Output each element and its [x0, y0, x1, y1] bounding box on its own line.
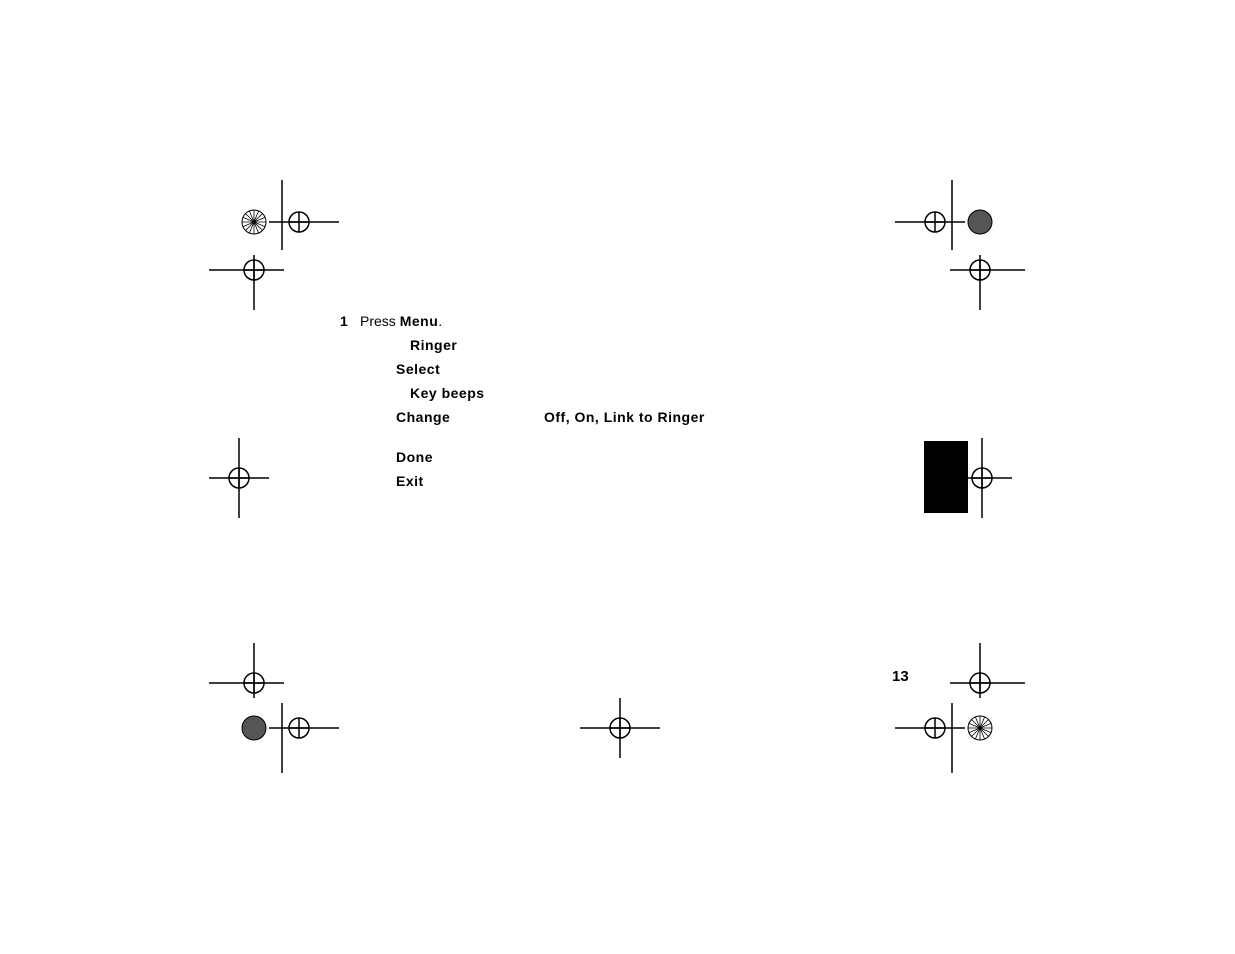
select-text: Select [396, 358, 440, 380]
page-number: 13 [892, 668, 909, 685]
done-line: Done [340, 446, 900, 468]
crop-mark-br [895, 643, 1025, 773]
ringer-text: Ringer [410, 334, 457, 356]
crop-mark-bl [209, 643, 339, 773]
step-1-line: 1 Press Menu. [340, 310, 900, 332]
crop-mark-tr [895, 180, 1025, 310]
exit-text: Exit [396, 470, 424, 492]
press-word: Press [360, 313, 396, 329]
exit-line: Exit [340, 470, 900, 492]
page-tab [924, 441, 968, 513]
key-beeps-line: Key beeps [340, 382, 900, 404]
change-line: Change Off, On, Link to Ringer [340, 406, 900, 428]
change-text: Change [396, 406, 544, 428]
crop-mark-bottom-center [580, 698, 660, 778]
ringer-line: Ringer [340, 334, 900, 356]
options-text: Off, On, Link to Ringer [544, 406, 705, 428]
select-line: Select [340, 358, 900, 380]
period: . [438, 313, 442, 329]
instruction-content: 1 Press Menu. Ringer Select Key beeps Ch… [340, 310, 900, 494]
crop-mark-tl [209, 180, 339, 310]
step-text: Press Menu. [360, 310, 900, 332]
key-beeps-text: Key beeps [410, 382, 485, 404]
crop-mark-left-mid [209, 438, 289, 518]
menu-word: Menu [400, 313, 439, 329]
done-text: Done [396, 446, 433, 468]
step-number: 1 [340, 310, 360, 332]
